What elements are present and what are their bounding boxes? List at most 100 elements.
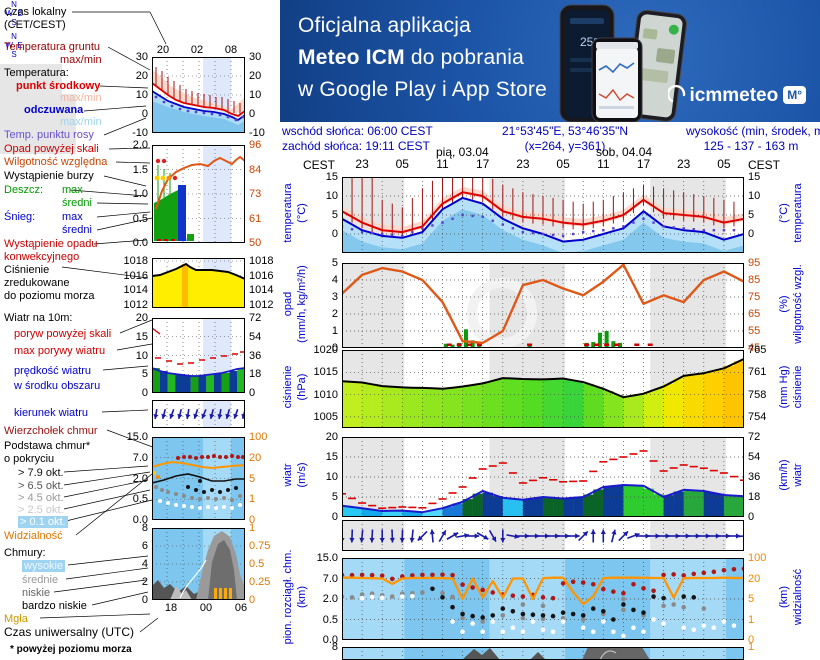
mini-axis-label: 10 — [135, 89, 148, 101]
legend-item-8: max/min — [60, 116, 102, 128]
mini-axis-label: 08 — [224, 44, 238, 56]
mini-axis-label: 1016 — [123, 269, 148, 282]
axis-tick-temp: 5 — [748, 209, 755, 221]
mini-axis-label: 7.0 — [132, 451, 148, 464]
legend-item-32: o pokryciu — [4, 453, 55, 465]
mini-axis-label: 73 — [249, 188, 262, 200]
axis-tick-opad: 75 — [748, 291, 761, 303]
legend-item-33: > 7.9 okt. — [18, 467, 64, 479]
mini-axis-label: 10 — [249, 89, 262, 101]
altitude-info: wysokość (min, środek, max) 125 - 137 - … — [686, 124, 820, 154]
mini-axis-label: 1016 — [249, 269, 274, 282]
time-tick-label: 17 — [476, 157, 490, 171]
legend-item-36: > 2.5 okt. — [18, 504, 64, 516]
legend-item-29: kierunek wiatru — [14, 407, 88, 419]
axis-tick-pres: 1010 — [313, 388, 338, 401]
mini-axis-label: 0.5 — [132, 493, 148, 506]
mini-axis-label: 18 — [249, 368, 262, 381]
mini-axis-label: 0 — [141, 108, 148, 120]
axis-tick-pres: 761 — [748, 366, 767, 379]
mini-axis-label: 20 — [135, 312, 148, 324]
legend-item-43: bardzo niskie — [22, 600, 87, 612]
axis-label-wind-0: wiatr — [282, 463, 294, 487]
axis-tick-pres: 765 — [748, 344, 767, 356]
axis-tick-cloud: 2.0 — [322, 593, 338, 605]
banner-line3: w Google Play i App Store — [298, 78, 547, 101]
legend-item-41: średnie — [22, 574, 59, 586]
legend-item-37: > 0.1 okt. — [18, 516, 68, 528]
mini-axis-label: 4 — [141, 558, 148, 570]
mini-axis-label: 1018 — [249, 255, 274, 267]
mini-axis-label: 84 — [249, 163, 262, 176]
time-tick-label: 05 — [556, 157, 570, 171]
time-tick-label: 23 — [355, 157, 369, 171]
axis-tick-temp: 5 — [331, 209, 338, 221]
legend-item-40: wysokie — [22, 560, 66, 572]
legend-item-27: prędkość wiatru — [14, 365, 92, 377]
panel-chm — [342, 647, 744, 660]
legend-connector-lines — [39, 11, 167, 633]
axis-tick-pres: 1015 — [313, 366, 338, 379]
day-label-2: sob, 04.04 — [596, 145, 653, 159]
axis-tick-temp: 15 — [325, 171, 338, 183]
time-tick-label: 23 — [516, 157, 530, 171]
mini-axis-label: 1012 — [123, 298, 148, 311]
axis-tick-cloud: 0.0 — [322, 634, 338, 646]
legend-item-13: Deszcz: — [4, 184, 44, 196]
legend-item-1: (CET/CEST) — [4, 19, 66, 31]
legend-item-0: Czas lokalny — [4, 6, 67, 18]
mini-axis-label: -10 — [132, 127, 148, 139]
axis-tick-wind: 18 — [748, 491, 761, 503]
mini-axis-label: 6 — [141, 540, 148, 552]
mini-axis-label: 72 — [249, 312, 262, 324]
banner-line2: Meteo ICM do pobrania — [298, 46, 524, 70]
mini-axis-label: 1012 — [249, 298, 274, 311]
axis-tick-opad: 3 — [331, 291, 338, 303]
mini-axis-label: -10 — [249, 127, 265, 139]
mini-axis-label: 1.0 — [132, 188, 148, 200]
axis-tick-opad: 55 — [748, 325, 761, 337]
mini-axis-label: 5 — [141, 368, 148, 381]
legend-item-12: Wystąpienie burzy — [4, 170, 94, 182]
mini-chart-temp — [152, 57, 245, 133]
mini-axis-label: 50 — [249, 237, 262, 249]
axis-tick-opad: 65 — [748, 308, 761, 320]
time-night-band — [0, 124, 76, 154]
axis-label-cloud-0: pion. rozciągł. chm. — [282, 549, 294, 645]
axis-label-wind-3: wiatr — [792, 463, 804, 487]
icmmeteo-logo: icmmeteo M° — [666, 84, 806, 107]
axis-tick-opad: 5 — [331, 257, 338, 269]
axis-tick-cloud: 15.0 — [316, 552, 338, 564]
legend-item-16: Śnieg: — [4, 211, 36, 223]
mini-chart-wind — [152, 318, 245, 393]
mini-axis-label: 0.75 — [249, 540, 271, 552]
legend-item-20: konwekcyjnego — [4, 251, 80, 263]
panel-cloud — [342, 558, 744, 640]
legend-item-15: średni — [62, 197, 92, 209]
time-tick-label: 17 — [636, 157, 651, 171]
panel-temp — [342, 177, 744, 253]
axis-tick-temp: 10 — [325, 190, 338, 202]
app-promo-banner[interactable]: Oficjalna aplikacja Meteo ICM do pobrani… — [280, 0, 820, 122]
mini-axis-label: 61 — [249, 212, 262, 225]
axis-tick-pres: 1020 — [313, 344, 338, 356]
panel-wind — [342, 437, 744, 517]
legend-item-35: > 4.5 okt. — [18, 492, 64, 504]
legend-item-30: Wierzchołek chmur — [4, 425, 98, 437]
legend-item-38: Widzialność — [4, 530, 63, 542]
axis-tick-cloud: 20 — [748, 572, 761, 585]
axis-tick-pres: 1005 — [313, 410, 338, 423]
axis-tick-wind: 54 — [748, 451, 761, 463]
mini-axis-label: 1014 — [249, 284, 274, 296]
axis-tick-cloud: 1 — [748, 613, 755, 626]
mini-axis-label: 30 — [135, 51, 148, 63]
time-tick-label: 05 — [395, 157, 409, 171]
mini-axis-label: 0 — [141, 594, 148, 606]
axis-tick-wind: 15 — [325, 451, 338, 463]
time-tick-label: 05 — [717, 157, 731, 171]
mini-axis-label: 0 — [141, 387, 148, 399]
mini-axis-label: 20 — [249, 70, 262, 82]
legend-item-25: poryw powyżej skali — [14, 328, 112, 340]
